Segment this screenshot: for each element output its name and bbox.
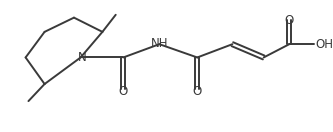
Text: O: O — [193, 85, 202, 98]
Text: OH: OH — [316, 38, 333, 51]
Text: NH: NH — [151, 37, 168, 50]
Text: O: O — [285, 14, 294, 27]
Text: O: O — [119, 85, 128, 98]
Text: N: N — [78, 51, 87, 64]
